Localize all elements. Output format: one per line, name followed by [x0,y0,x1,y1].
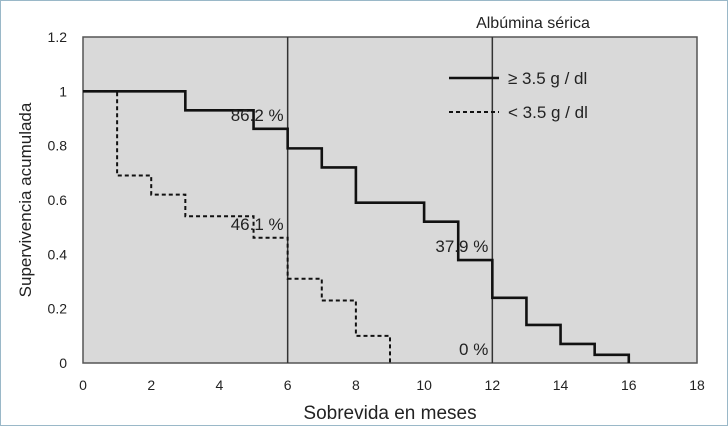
y-tick-label: 1 [59,83,67,99]
x-axis-label: Sobrevida en meses [303,403,476,424]
y-axis-label: Supervivencia acumulada [16,102,35,297]
x-tick-label: 4 [216,377,224,393]
series-line-normal-albumin [83,90,631,363]
annotation-label: 0 % [459,340,488,359]
x-tick-label: 16 [621,377,637,393]
annotation-label: 46.1 % [231,215,284,234]
annotation-label: 86.2 % [231,106,284,125]
legend-label: < 3.5 g / dl [508,103,588,122]
x-tick-label: 14 [553,377,569,393]
y-tick-label: 0.6 [48,192,68,208]
y-tick-label: 0 [59,355,67,371]
legend-label: ≥ 3.5 g / dl [508,69,587,88]
x-tick-label: 2 [147,377,155,393]
chart-title: Albúmina sérica [476,15,590,32]
plot-area [82,36,698,364]
x-tick-label: 18 [689,377,705,393]
y-tick-label: 0.2 [48,301,68,317]
x-tick-label: 6 [284,377,292,393]
series-line-low-albumin [83,90,391,363]
x-tick-label: 0 [79,377,87,393]
y-tick-label: 0.8 [48,138,68,154]
y-tick-label: 0.4 [48,246,68,262]
x-tick-label: 8 [352,377,360,393]
annotation-label: 37.9 % [435,237,488,256]
x-tick-label: 12 [485,377,501,393]
x-tick-label: 10 [416,377,432,393]
y-tick-label: 1.2 [48,29,68,45]
